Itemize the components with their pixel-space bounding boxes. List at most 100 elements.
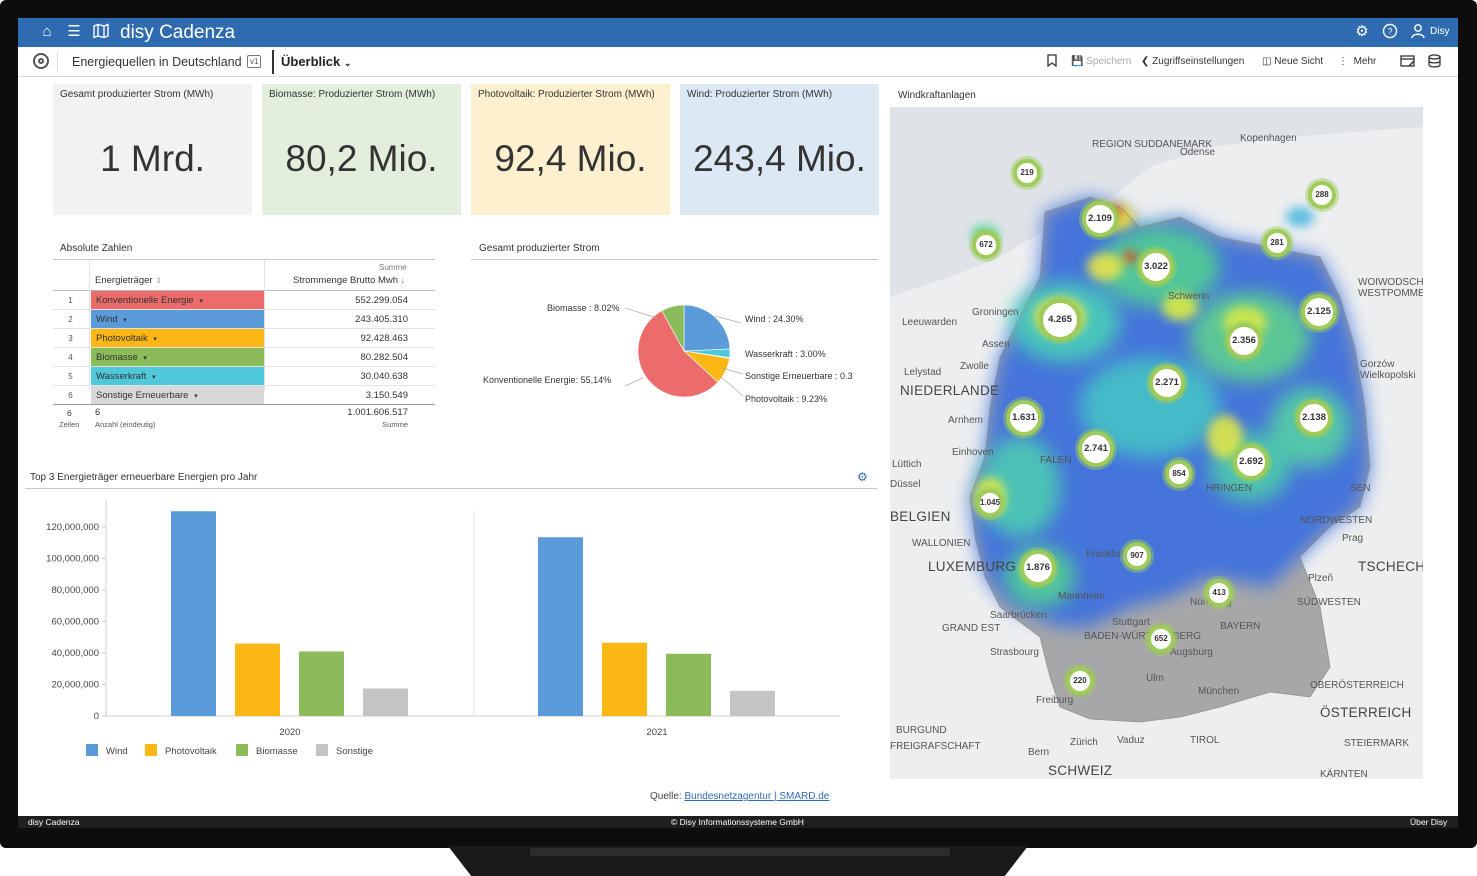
- wind-map[interactable]: REGION SUDDANEMARK Odense Kopenhagen Gro…: [890, 107, 1423, 779]
- map-label: SEN: [1350, 483, 1371, 494]
- source-link[interactable]: Bundesnetzagentur | SMARD.de: [684, 791, 830, 802]
- kpi-tile-total[interactable]: Gesamt produzierter Strom (MWh) 1 Mrd.: [53, 84, 252, 215]
- pie-slice-biomasse[interactable]: [661, 304, 685, 352]
- cluster-marker[interactable]: 2.741: [1078, 431, 1114, 467]
- kpi-tile-photovoltaik[interactable]: Photovoltaik: Produzierter Strom (MWh) 9…: [471, 84, 670, 215]
- cluster-marker[interactable]: 219: [1013, 159, 1041, 187]
- table-row[interactable]: 4 Biomasse ▾ 80.282.504: [53, 348, 435, 367]
- save-button[interactable]: 💾 Speichern: [1071, 56, 1132, 67]
- table-panel-divider: [53, 259, 435, 260]
- cluster-marker[interactable]: 1.045: [976, 489, 1004, 517]
- footer-distinct-label: Anzahl (eindeutig): [95, 420, 156, 429]
- database-icon[interactable]: [1428, 54, 1441, 71]
- bar-photovoltaik-2021[interactable]: [602, 642, 647, 716]
- y-tick-label: 60,000,000: [51, 617, 99, 628]
- cluster-marker[interactable]: 4.265: [1039, 299, 1081, 341]
- app-brand[interactable]: disy Cadenza: [120, 22, 236, 43]
- home-icon[interactable]: ⌂: [42, 23, 52, 40]
- cluster-marker[interactable]: 2.125: [1301, 294, 1337, 330]
- version-badge[interactable]: v1: [247, 55, 262, 68]
- table-row[interactable]: 1 Konventionelle Energie ▾ 552.299.054: [53, 291, 435, 310]
- table-row[interactable]: 2 Wind ▾ 243.405.310: [53, 310, 435, 329]
- help-icon[interactable]: ?: [1381, 23, 1399, 41]
- caret-down-icon[interactable]: ▾: [194, 393, 198, 400]
- save-button-label: Speichern: [1086, 56, 1132, 67]
- cluster-marker[interactable]: 2.692: [1233, 444, 1269, 480]
- status-copyright: © Disy Informationssysteme GmbH: [671, 817, 804, 827]
- bar-photovoltaik-2020[interactable]: [235, 643, 280, 716]
- col-header-value[interactable]: Strommenge Brutto Mwh ↓: [293, 275, 405, 286]
- pie-chart[interactable]: [637, 304, 731, 398]
- new-view-button[interactable]: ◫ Neue Sicht: [1262, 56, 1324, 67]
- col-val-top-label: Summe: [379, 263, 407, 272]
- cluster-marker[interactable]: 2.138: [1296, 400, 1332, 436]
- legend-item-sonstige[interactable]: Sonstige: [316, 744, 373, 757]
- cluster-marker[interactable]: 2.109: [1082, 201, 1118, 237]
- legend-item-biomasse[interactable]: Biomasse: [236, 744, 298, 757]
- legend-label: Sonstige: [336, 746, 373, 757]
- col-header-category[interactable]: Energieträger ⇕: [95, 275, 162, 286]
- cluster-marker[interactable]: 3.022: [1138, 249, 1174, 285]
- view-selector[interactable]: Überblick ⌄: [281, 54, 351, 69]
- target-icon[interactable]: [33, 53, 49, 69]
- caret-down-icon[interactable]: ▾: [143, 355, 147, 362]
- cluster-marker[interactable]: 672: [972, 231, 1000, 259]
- row-number: 3: [68, 334, 73, 343]
- edit-sheet-icon[interactable]: [1400, 54, 1416, 71]
- pie-slice-wind[interactable]: [683, 304, 731, 352]
- table-row[interactable]: 3 Photovoltaik ▾ 92.428.463: [53, 329, 435, 348]
- gear-icon[interactable]: ⚙: [1355, 23, 1369, 40]
- kpi-tile-wind[interactable]: Wind: Produzierter Strom (MWh) 243,4 Mio…: [680, 84, 879, 215]
- bookmark-icon[interactable]: [1047, 54, 1057, 70]
- row-value: 3.150.549: [365, 390, 408, 401]
- user-name[interactable]: Disy: [1430, 26, 1450, 37]
- map-label: STEIERMARK: [1344, 738, 1410, 749]
- about-link[interactable]: Über Disy: [1410, 817, 1448, 827]
- caret-down-icon[interactable]: ▾: [153, 336, 157, 343]
- app-header: ⌂ ☰ disy Cadenza ⚙ ? Disy: [18, 18, 1458, 47]
- cluster-marker[interactable]: 281: [1263, 229, 1291, 257]
- caret-down-icon[interactable]: ▾: [151, 374, 156, 381]
- svg-text:?: ?: [1387, 27, 1392, 37]
- bar-chart[interactable]: 0 20,000,000 40,000,000 60,000,000 80,000,00…: [18, 493, 878, 743]
- cluster-marker[interactable]: 652: [1147, 625, 1175, 653]
- cluster-marker[interactable]: 854: [1165, 460, 1193, 488]
- cluster-marker[interactable]: 907: [1123, 542, 1151, 570]
- status-bar: disy Cadenza © Disy Informationssysteme …: [18, 816, 1458, 828]
- legend-item-wind[interactable]: Wind: [86, 744, 128, 757]
- cluster-marker[interactable]: 288: [1308, 181, 1336, 209]
- menu-icon[interactable]: ☰: [67, 23, 81, 40]
- bar-biomasse-2021[interactable]: [666, 653, 711, 716]
- row-value: 552.299.054: [355, 295, 408, 306]
- x-tick-label: 2021: [646, 727, 667, 738]
- cluster-marker[interactable]: 2.356: [1226, 323, 1262, 359]
- pie-slice-konventionelle-energie[interactable]: [637, 310, 719, 398]
- bar-wind-2020[interactable]: [171, 511, 216, 716]
- table-row[interactable]: 6 Sonstige Erneuerbare ▾ 3.150.549: [53, 386, 435, 405]
- access-settings-button[interactable]: ❮ Zugriffseinstellungen: [1141, 56, 1245, 67]
- map-icon[interactable]: [92, 23, 110, 41]
- user-icon[interactable]: [1409, 23, 1427, 41]
- cluster-marker[interactable]: 1.631: [1006, 400, 1042, 436]
- row-category: Photovoltaik ▾: [91, 329, 264, 347]
- more-button[interactable]: ⋮ Mehr: [1338, 56, 1377, 67]
- map-label: Plzeň: [1308, 573, 1334, 584]
- caret-down-icon[interactable]: ▾: [123, 317, 127, 324]
- cluster-marker[interactable]: 413: [1205, 579, 1233, 607]
- bar-sonstige-2021[interactable]: [730, 690, 775, 716]
- bar-sonstige-2020[interactable]: [363, 688, 408, 716]
- bar-wind-2021[interactable]: [538, 537, 583, 716]
- workbook-title[interactable]: Energiequellen in Deutschland: [72, 55, 242, 69]
- cluster-marker[interactable]: 2.271: [1149, 365, 1185, 401]
- kpi-tile-biomasse[interactable]: Biomasse: Produzierter Strom (MWh) 80,2 …: [262, 84, 461, 215]
- legend-item-photovoltaik[interactable]: Photovoltaik: [145, 744, 217, 757]
- map-label: Mannheim: [1058, 591, 1105, 602]
- map-label: HRINGEN: [1206, 483, 1253, 494]
- kpi-value: 80,2 Mio.: [285, 138, 438, 179]
- table-row[interactable]: 5 Wasserkraft ▾ 30.040.638: [53, 367, 435, 386]
- cluster-marker[interactable]: 1.876: [1020, 550, 1056, 586]
- caret-down-icon[interactable]: ▾: [199, 298, 203, 305]
- bar-biomasse-2020[interactable]: [299, 651, 344, 716]
- chart-options-icon[interactable]: ⚙: [857, 470, 868, 484]
- cluster-marker[interactable]: 220: [1066, 667, 1094, 695]
